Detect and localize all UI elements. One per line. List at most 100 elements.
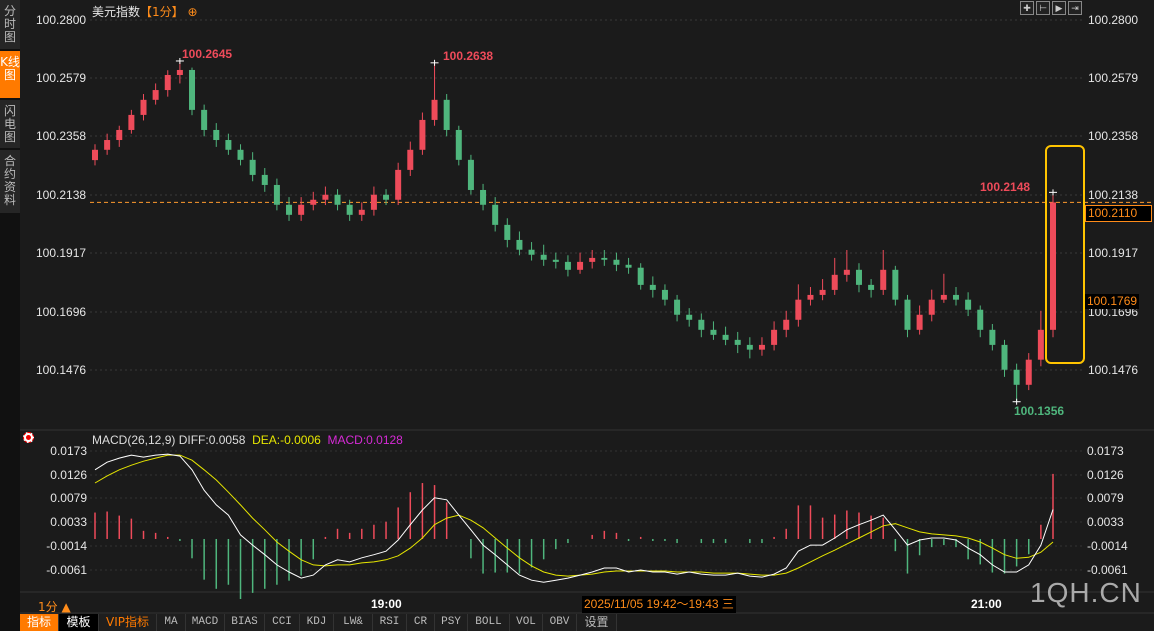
candle-body bbox=[928, 299, 935, 315]
cursor-price-tag: 100.1769 bbox=[1085, 294, 1140, 309]
indicator-tabs: 指标 模板 VIP指标 MA MACD BIAS CCI KDJ LW& RSI CR PSY BOLL… bbox=[20, 614, 617, 631]
candle-body bbox=[116, 129, 123, 141]
indicator-tab[interactable]: RSI bbox=[373, 614, 407, 631]
price-axis-label: 100.2358 bbox=[1088, 129, 1139, 143]
macd-axis-label: 0.0033 bbox=[1087, 515, 1124, 529]
date-range-readout: 2025/11/05 19:42～19:43 三 bbox=[582, 596, 736, 613]
candle-body bbox=[746, 344, 753, 350]
tab-kline-chart[interactable]: K线图 bbox=[0, 51, 20, 98]
indicator-tab[interactable]: VIP指标 bbox=[99, 614, 157, 631]
indicator-tab[interactable]: BIAS bbox=[225, 614, 265, 631]
candle-body bbox=[237, 149, 244, 160]
candle-body bbox=[831, 274, 838, 290]
indicator-tab[interactable]: MA bbox=[157, 614, 186, 631]
move-right-icon[interactable]: ⇥ bbox=[1068, 1, 1082, 15]
chart-title: 美元指数【1分】 ⊕ bbox=[92, 3, 198, 20]
candle-body bbox=[225, 140, 232, 150]
candle-body bbox=[516, 239, 523, 250]
indicator-tab[interactable]: 设置 bbox=[577, 614, 617, 631]
candle-body bbox=[674, 299, 681, 315]
candle-body bbox=[358, 209, 365, 215]
period-label: 【1分】 bbox=[140, 5, 184, 19]
candle-body bbox=[298, 204, 305, 215]
price-axis-label: 100.2579 bbox=[36, 71, 87, 85]
macd-axis-label: -0.0061 bbox=[46, 563, 87, 577]
indicator-tab[interactable]: PSY bbox=[435, 614, 468, 631]
indicator-tab[interactable]: MACD bbox=[186, 614, 225, 631]
circle-plus-icon[interactable]: ⊕ bbox=[183, 5, 198, 19]
time-tick: 19:00 bbox=[371, 597, 402, 611]
candle-body bbox=[552, 259, 559, 262]
indicator-tab[interactable]: 模板 bbox=[59, 614, 99, 631]
play-range-icon[interactable]: ▶ bbox=[1052, 1, 1066, 15]
candle-body bbox=[407, 149, 414, 170]
macd-params: MACD(26,12,9) bbox=[92, 433, 176, 447]
candle-body bbox=[1037, 329, 1044, 360]
price-axis-label: 100.1917 bbox=[36, 246, 87, 260]
candle-body bbox=[189, 69, 196, 110]
high-label-2: 100.2638 bbox=[443, 49, 494, 63]
indicator-tab[interactable]: BOLL bbox=[468, 614, 510, 631]
price-axis-label: 100.1476 bbox=[36, 363, 87, 377]
macd-axis-label: 0.0173 bbox=[1087, 444, 1124, 458]
price-axis-label: 100.2358 bbox=[36, 129, 87, 143]
macd-axis-label: -0.0061 bbox=[1087, 563, 1128, 577]
candle-body bbox=[758, 344, 765, 350]
candle-body bbox=[261, 174, 268, 185]
indicator-tab[interactable]: VOL bbox=[510, 614, 543, 631]
price-axis-label: 100.1696 bbox=[36, 305, 87, 319]
candle-body bbox=[807, 294, 814, 300]
candle-body bbox=[249, 159, 256, 175]
crosshair-icon[interactable]: ✚ bbox=[1020, 1, 1034, 15]
macd-value: MACD:0.0128 bbox=[327, 433, 403, 447]
candle-body bbox=[504, 224, 511, 240]
candle-body bbox=[322, 194, 329, 200]
macd-axis-label: 0.0126 bbox=[1087, 468, 1124, 482]
price-axis-label: 100.1476 bbox=[1088, 363, 1139, 377]
candle-body bbox=[528, 249, 535, 255]
candle-body bbox=[819, 289, 826, 295]
period-selector[interactable]: 1分 ▲ bbox=[38, 600, 71, 614]
tab-time-chart[interactable]: 分时图 bbox=[0, 0, 20, 49]
macd-axis-label: -0.0014 bbox=[1087, 539, 1128, 553]
candle-body bbox=[152, 90, 159, 100]
indicator-settings-icon[interactable] bbox=[23, 432, 34, 443]
candle-body bbox=[467, 159, 474, 190]
high-label-3: 100.2148 bbox=[980, 180, 1031, 194]
candle-body bbox=[540, 254, 547, 260]
candle-body bbox=[965, 299, 972, 310]
indicator-tab[interactable]: LW& bbox=[334, 614, 373, 631]
tab-contract-info[interactable]: 合约资料 bbox=[0, 150, 20, 213]
candle-body bbox=[201, 109, 208, 130]
macd-axis-label: 0.0079 bbox=[1087, 491, 1124, 505]
candle-body bbox=[710, 329, 717, 335]
indicator-tab[interactable]: KDJ bbox=[300, 614, 334, 631]
indicator-tab[interactable]: OBV bbox=[543, 614, 577, 631]
macd-axis-label: -0.0014 bbox=[46, 539, 87, 553]
candle-body bbox=[989, 329, 996, 345]
candle-body bbox=[492, 204, 499, 225]
low-label: 100.1356 bbox=[1014, 404, 1065, 418]
price-axis-label: 100.2138 bbox=[36, 188, 87, 202]
dea-line bbox=[94, 454, 1054, 577]
candle-body bbox=[140, 99, 147, 115]
candle-body bbox=[722, 334, 729, 340]
tab-flash-chart[interactable]: 闪电图 bbox=[0, 100, 20, 148]
macd-axis-label: 0.0126 bbox=[50, 468, 87, 482]
candle-body bbox=[128, 114, 135, 130]
indicator-tab[interactable]: CCI bbox=[265, 614, 300, 631]
candle-body bbox=[104, 140, 111, 150]
indicator-tab[interactable]: CR bbox=[407, 614, 435, 631]
diff-line bbox=[94, 453, 1054, 583]
candle-body bbox=[904, 299, 911, 330]
zoom-range-icon[interactable]: ⊢ bbox=[1036, 1, 1050, 15]
instrument-name: 美元指数 bbox=[92, 5, 141, 19]
candle-body bbox=[431, 99, 438, 120]
candle-body bbox=[383, 194, 390, 200]
candle-body bbox=[916, 314, 923, 330]
candle-body bbox=[310, 199, 317, 205]
candle-body bbox=[698, 319, 705, 330]
candle-body bbox=[346, 204, 353, 215]
indicator-tab[interactable]: 指标 bbox=[20, 614, 59, 631]
